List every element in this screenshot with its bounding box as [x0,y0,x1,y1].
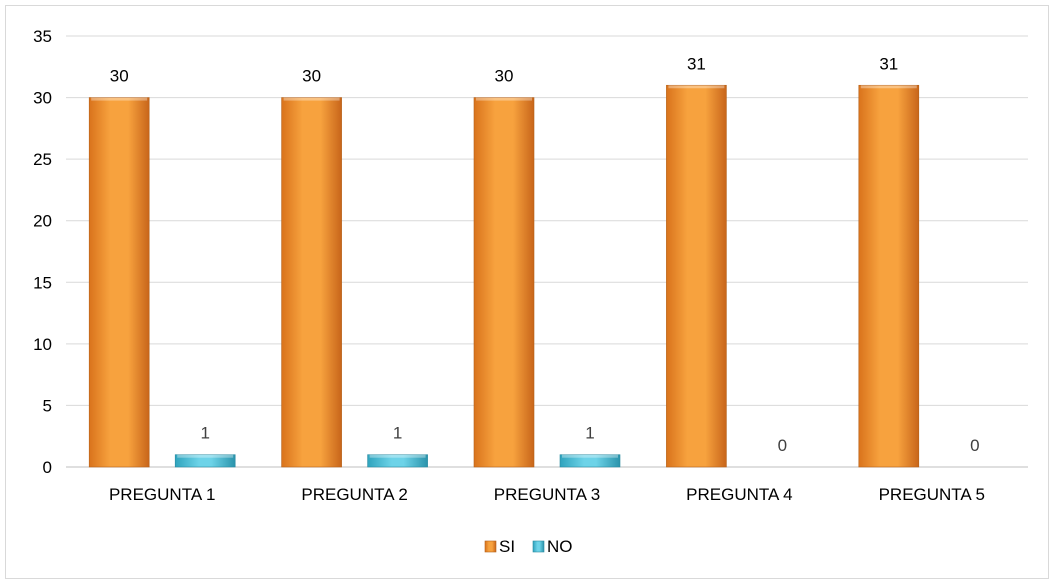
x-tick-label: PREGUNTA 1 [109,485,215,504]
bar-si [473,97,535,468]
data-label-no: 1 [585,424,594,443]
data-label-si: 31 [687,54,706,73]
y-tick-label: 25 [33,150,52,169]
x-axis-ticks: PREGUNTA 1 PREGUNTA 2 PREGUNTA 3 PREGUNTA 4… [109,485,985,504]
data-label-no: 1 [393,424,402,443]
bar-highlight [369,454,426,458]
data-labels: 30 1 30 1 30 1 31 0 31 0 [110,54,980,455]
bar-highlight [91,97,148,101]
data-label-no: 1 [200,424,209,443]
bars [88,84,920,468]
data-label-si: 30 [495,67,514,86]
bar-no [367,454,428,468]
x-tick-label: PREGUNTA 2 [301,485,407,504]
x-tick-label: PREGUNTA 3 [494,485,600,504]
bar-highlight [177,454,234,458]
legend: SI NO [484,537,573,556]
data-label-no: 0 [970,436,979,455]
legend-swatch-si [484,540,497,553]
data-label-si: 31 [879,54,898,73]
bar-si [281,97,342,468]
bar-no [174,454,236,468]
bar-highlight [562,454,618,458]
y-tick-label: 35 [33,27,52,46]
y-tick-label: 15 [33,273,52,292]
bar-si [858,84,920,468]
x-tick-label: PREGUNTA 5 [879,485,985,504]
x-tick-label: PREGUNTA 4 [686,485,792,504]
y-tick-label: 0 [43,458,52,477]
y-tick-label: 30 [33,89,52,108]
data-label-si: 30 [302,67,321,86]
y-tick-label: 5 [43,396,52,415]
data-label-no: 0 [778,436,787,455]
bar-highlight [668,85,725,89]
y-tick-label: 10 [33,335,52,354]
legend-label-no: NO [547,537,573,556]
y-axis-ticks: 0 5 10 15 20 25 30 35 [33,27,52,477]
y-tick-label: 20 [33,212,52,231]
data-label-si: 30 [110,67,129,86]
bar-highlight [476,97,532,101]
legend-label-si: SI [499,537,515,556]
bar-si [666,84,727,468]
legend-swatch-no [532,540,545,553]
bar-no [559,454,621,468]
bar-highlight [283,97,340,101]
bar-highlight [860,85,917,89]
bar-si [88,97,150,468]
